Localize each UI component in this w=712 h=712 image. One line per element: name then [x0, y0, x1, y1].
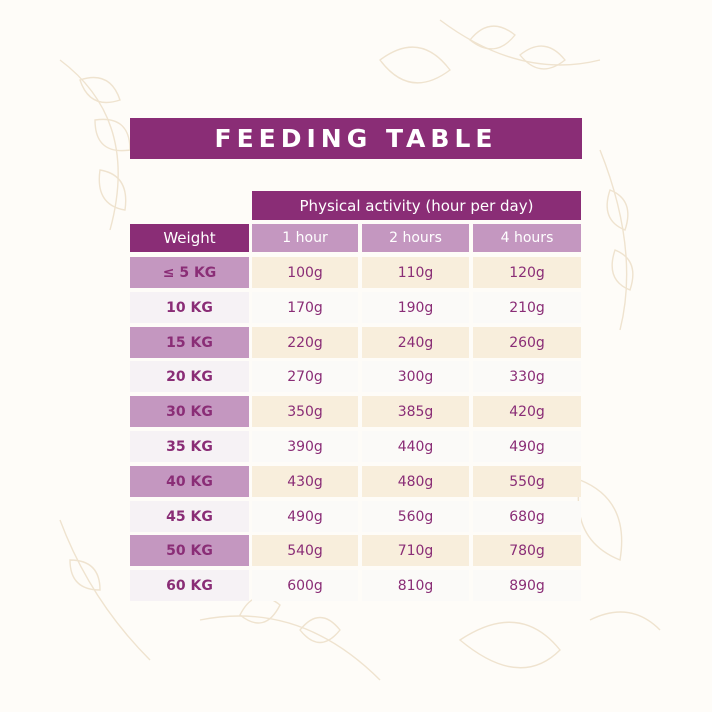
portion-cell: 240g: [362, 327, 469, 358]
portion-cell: 430g: [252, 466, 358, 497]
portion-cell: 170g: [252, 292, 358, 323]
portion-cell: 810g: [362, 570, 469, 601]
portion-cell: 440g: [362, 431, 469, 462]
portion-cell: 780g: [473, 535, 581, 566]
portion-cell: 890g: [473, 570, 581, 601]
portion-cell: 680g: [473, 501, 581, 532]
weight-cell: 50 KG: [130, 535, 249, 566]
portion-cell: 270g: [252, 361, 358, 392]
weight-cell: ≤ 5 KG: [130, 257, 249, 288]
portion-cell: 190g: [362, 292, 469, 323]
portion-cell: 350g: [252, 396, 358, 427]
weight-cell: 10 KG: [130, 292, 249, 323]
portion-cell: 220g: [252, 327, 358, 358]
weight-cell: 60 KG: [130, 570, 249, 601]
weight-cell: 45 KG: [130, 501, 249, 532]
weight-cell: 15 KG: [130, 327, 249, 358]
activity-column-header: 4 hours: [473, 224, 581, 252]
portion-cell: 100g: [252, 257, 358, 288]
portion-cell: 120g: [473, 257, 581, 288]
weight-cell: 35 KG: [130, 431, 249, 462]
weight-cell: 30 KG: [130, 396, 249, 427]
activity-column-header: 2 hours: [362, 224, 469, 252]
portion-cell: 600g: [252, 570, 358, 601]
portion-cell: 560g: [362, 501, 469, 532]
portion-cell: 550g: [473, 466, 581, 497]
portion-cell: 330g: [473, 361, 581, 392]
portion-cell: 260g: [473, 327, 581, 358]
portion-cell: 710g: [362, 535, 469, 566]
portion-cell: 540g: [252, 535, 358, 566]
portion-cell: 490g: [252, 501, 358, 532]
portion-cell: 420g: [473, 396, 581, 427]
activity-header: Physical activity (hour per day): [252, 191, 581, 220]
portion-cell: 490g: [473, 431, 581, 462]
portion-cell: 390g: [252, 431, 358, 462]
weight-cell: 40 KG: [130, 466, 249, 497]
portion-cell: 480g: [362, 466, 469, 497]
page-title: FEEDING TABLE: [130, 118, 582, 159]
portion-cell: 110g: [362, 257, 469, 288]
weight-column-header: Weight: [130, 224, 249, 252]
portion-cell: 300g: [362, 361, 469, 392]
portion-cell: 210g: [473, 292, 581, 323]
portion-cell: 385g: [362, 396, 469, 427]
weight-cell: 20 KG: [130, 361, 249, 392]
activity-column-header: 1 hour: [252, 224, 358, 252]
